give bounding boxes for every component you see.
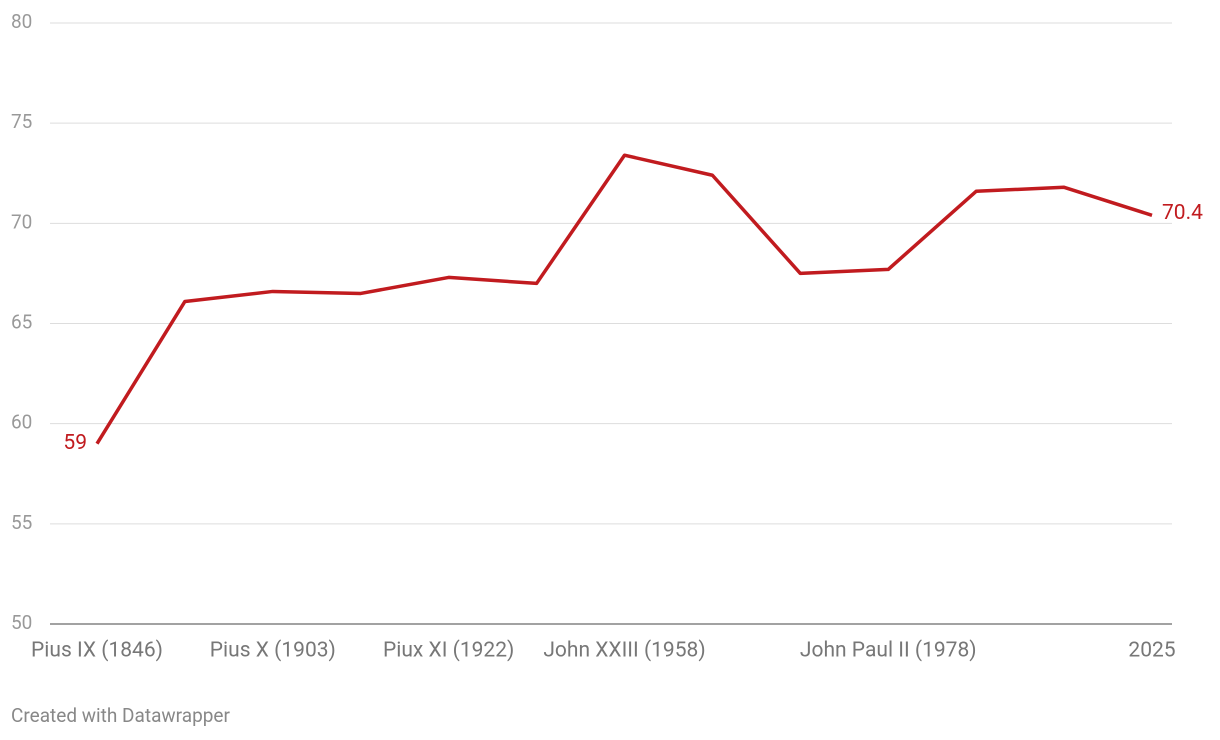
x-tick-label: Pius X (1903): [210, 639, 336, 663]
y-tick-label: 55: [11, 511, 32, 534]
x-tick-label: John Paul II (1978): [800, 639, 977, 663]
y-tick-label: 75: [11, 110, 32, 133]
y-tick-label: 80: [11, 10, 32, 33]
y-tick-label: 50: [11, 611, 32, 634]
value-label: 59: [63, 431, 87, 455]
y-tick-label: 65: [11, 311, 32, 334]
x-tick-label: John XXIII (1958): [543, 639, 705, 663]
value-label: 70.4: [1162, 201, 1203, 225]
x-tick-label: 2025: [1128, 639, 1175, 663]
x-tick-label: Piux XI (1922): [383, 639, 514, 663]
y-tick-label: 60: [11, 411, 32, 434]
footer: Created with Datawrapper: [11, 704, 230, 727]
data-line: [95, 153, 1153, 445]
y-tick-label: 70: [11, 210, 32, 233]
x-tick-label: Pius IX (1846): [31, 639, 163, 663]
